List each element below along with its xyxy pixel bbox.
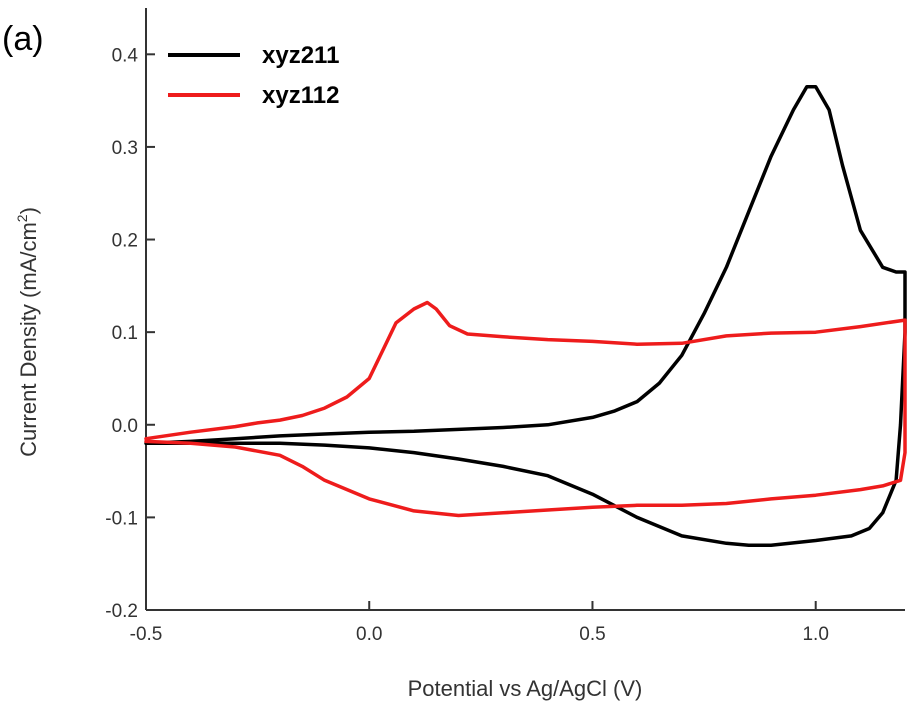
- x-axis-label: Potential vs Ag/AgCl (V): [408, 676, 643, 701]
- x-tick-label: 0.5: [579, 624, 605, 645]
- plot-frame: [145, 8, 905, 611]
- series-line-xyz112: [144, 300, 907, 518]
- legend-label-xyz211: xyz211: [262, 42, 339, 69]
- y-axis-label: Current Density (mA/cm2): [14, 207, 41, 457]
- x-tick-label: -0.5: [130, 624, 163, 645]
- y-axis-label-end: ): [16, 207, 41, 214]
- y-axis-label-sup: 2: [14, 214, 30, 222]
- y-tick-label: 0.2: [112, 231, 138, 252]
- series-layer: [144, 84, 907, 547]
- legend-label-xyz112: xyz112: [262, 82, 339, 109]
- ticks-layer: -0.5 0.0 0.5 1.0 -0.2 -0.1 0.0 0.1 0.2 0.3 0.4: [105, 45, 829, 645]
- panel-label: (a): [2, 20, 44, 58]
- x-tick-label: 0.0: [356, 624, 382, 645]
- y-tick-label: 0.0: [112, 416, 138, 437]
- y-tick-label: -0.2: [105, 601, 138, 622]
- y-axis-label-main: Current Density (mA/cm: [16, 222, 41, 457]
- y-tick-label: -0.1: [105, 508, 138, 529]
- x-tick-label: 1.0: [802, 624, 828, 645]
- series-line-xyz211: [144, 84, 907, 547]
- legend: xyz211 xyz112: [168, 42, 339, 109]
- y-tick-label: 0.3: [112, 138, 138, 159]
- y-tick-label: 0.4: [112, 45, 139, 66]
- y-tick-label: 0.1: [112, 323, 138, 344]
